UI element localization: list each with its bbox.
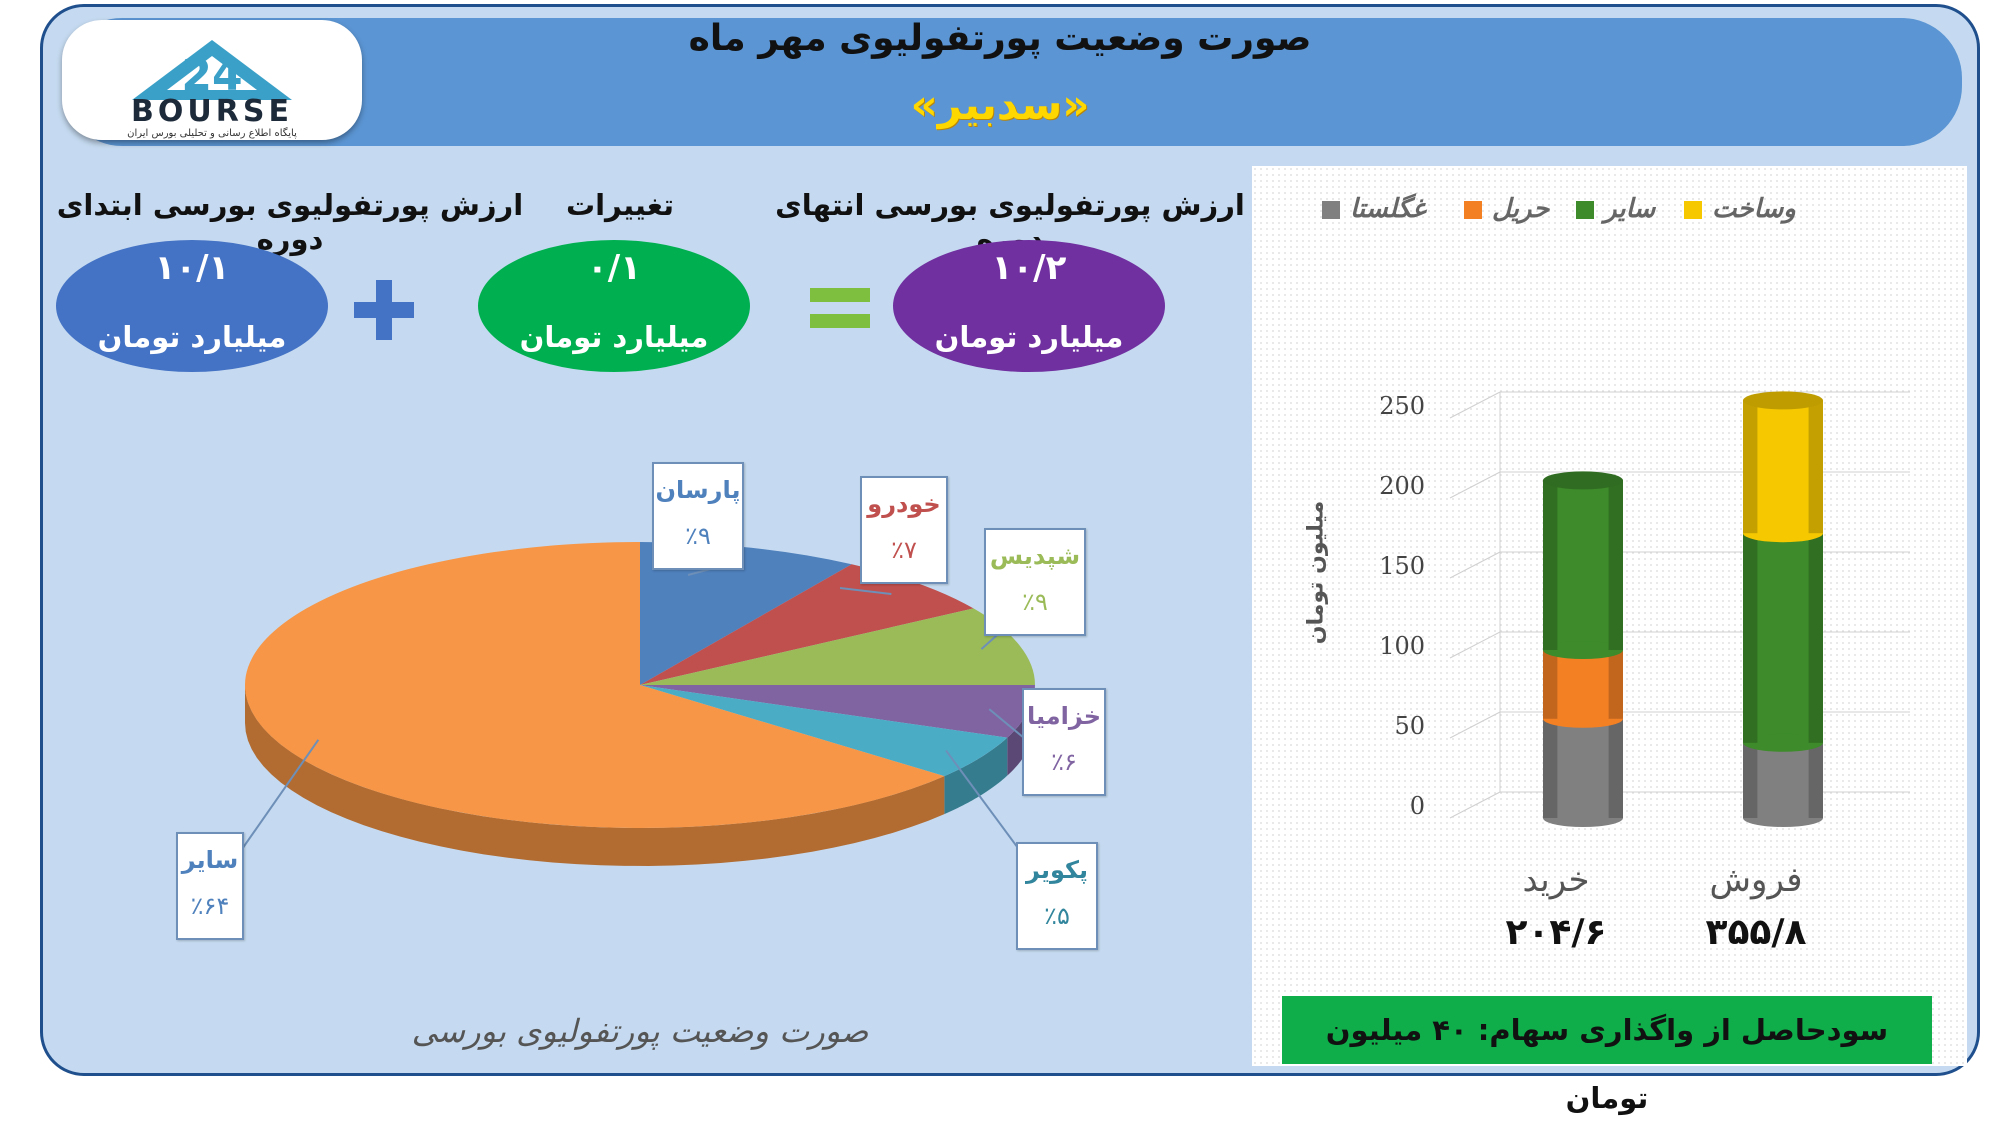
pie-slice-3 xyxy=(640,685,1036,738)
callout-pakvir: پکویر ٪۵ xyxy=(1016,842,1098,950)
end-value-ellipse: ۱۰/۲ میلیارد تومان xyxy=(893,240,1165,372)
end-value: ۱۰/۲ xyxy=(991,248,1067,288)
plus-icon xyxy=(354,280,414,340)
legend-swatch-ghgolesta xyxy=(1322,201,1340,219)
pie-slice-5 xyxy=(244,542,945,829)
legend-swatch-hariel xyxy=(1464,201,1482,219)
slice-value-khodro: ٪۷ xyxy=(891,536,917,564)
bar-segment-1-0 xyxy=(1743,742,1823,827)
bar-segment-1-2 xyxy=(1743,533,1823,752)
grid-diag-150 xyxy=(1449,551,1501,579)
leader-line-4 xyxy=(945,749,1019,849)
change-unit: میلیارد تومان xyxy=(519,320,709,354)
bar-chart xyxy=(1449,391,1910,827)
legend-label-sayer: سایر xyxy=(1604,194,1656,224)
page-title: صورت وضعیت پورتفولیوی مهر ماه xyxy=(688,18,1312,59)
slice-value-sayer: ٪۶۴ xyxy=(190,892,230,920)
slice-label-khazamia: خزامیا xyxy=(1026,702,1102,730)
profit-note: سودحاصل از واگذاری سهام: ۴۰ میلیون تومان xyxy=(1282,996,1932,1115)
logo-mark-icon: 24 xyxy=(132,40,292,101)
y-tick-label: 100 xyxy=(1379,632,1425,660)
pie-slice-0 xyxy=(640,542,852,685)
svg-text:24: 24 xyxy=(181,50,242,101)
callout-khazamia: خزامیا ٪۶ xyxy=(1022,688,1106,796)
y-tick-label: 50 xyxy=(1394,712,1425,740)
category-label-sell: فروش xyxy=(1709,860,1803,900)
bar-segment-1-3 xyxy=(1743,400,1823,543)
legend-label-vesakht: وساخت xyxy=(1712,194,1796,224)
change-label: تغییرات xyxy=(565,188,675,222)
logo-subtext: پایگاه اطلاع رسانی و تحلیلی بورس ایران xyxy=(127,128,297,139)
header-banner xyxy=(62,18,1962,146)
slice-label-parsan: پارسان xyxy=(655,476,741,504)
bar-cap-0 xyxy=(1543,471,1623,490)
callout-shepdis: شپدیس ٪۹ xyxy=(984,528,1086,636)
start-value-label: ارزش پورتفولیوی بورسی ابتدای دوره xyxy=(56,188,524,256)
pie-side-5 xyxy=(245,685,945,866)
total-sell: ۳۵۵/۸ xyxy=(1705,912,1807,953)
category-label-buy: خرید xyxy=(1522,860,1590,900)
bar-segment-0-1 xyxy=(1543,650,1623,728)
pie-chart-title: صورت وضعیت پورتفولیوی بورسی xyxy=(411,1012,869,1050)
y-tick-label: 200 xyxy=(1379,472,1425,500)
grid-diag-250 xyxy=(1449,391,1501,419)
slice-value-parsan: ٪۹ xyxy=(685,522,711,550)
pie-side-3 xyxy=(1007,685,1035,776)
pie-slice-2 xyxy=(640,608,1035,685)
slice-label-shepdis: شپدیس xyxy=(989,542,1081,570)
legend-swatch-sayer xyxy=(1576,201,1594,219)
change-value: ۰/۱ xyxy=(587,248,641,288)
change-ellipse: ۰/۱ میلیارد تومان xyxy=(478,240,750,372)
legend-swatch-vesakht xyxy=(1684,201,1702,219)
pie-slice-4 xyxy=(640,685,1008,777)
leader-line-1 xyxy=(839,587,892,595)
grid-diag-100 xyxy=(1449,631,1501,659)
leader-line-3 xyxy=(988,708,1025,739)
start-value-ellipse: ۱۰/۱ میلیارد تومان xyxy=(56,240,328,372)
y-tick-label: 0 xyxy=(1409,792,1425,820)
slice-label-khodro: خودرو xyxy=(867,490,941,518)
logo: 24 BOURSE پایگاه اطلاع رسانی و تحلیلی بو… xyxy=(62,20,362,140)
bar-cap-1 xyxy=(1743,391,1823,410)
slice-label-sayer: سایر xyxy=(181,846,239,874)
bar-segment-0-0 xyxy=(1543,718,1623,827)
callout-sayer: سایر ٪۶۴ xyxy=(176,832,244,940)
page-subtitle: «سدبیر» xyxy=(910,80,1090,129)
y-tick-label: 150 xyxy=(1379,552,1425,580)
y-axis-label: میلیون تومان xyxy=(1303,500,1329,645)
leader-line-5 xyxy=(239,739,320,853)
grid-diag-50 xyxy=(1449,711,1501,739)
slice-value-shepdis: ٪۹ xyxy=(1022,588,1048,616)
logo-word: BOURSE xyxy=(131,94,293,129)
callout-parsan: پارسان ٪۹ xyxy=(652,462,744,570)
bar-segment-0-2 xyxy=(1543,480,1623,659)
slice-label-pakvir: پکویر xyxy=(1026,856,1088,884)
y-tick-label: 250 xyxy=(1379,392,1425,420)
grid-diag-0 xyxy=(1449,791,1501,819)
end-value-label: ارزش پورتفولیوی بورسی انتهای دوره xyxy=(775,188,1245,256)
slice-value-khazamia: ٪۶ xyxy=(1051,748,1077,776)
legend-label-ghgolesta: غگلستا xyxy=(1350,194,1426,224)
pie-side-4 xyxy=(944,737,1008,815)
total-buy: ۲۰۴/۶ xyxy=(1505,912,1607,953)
start-value: ۱۰/۱ xyxy=(154,248,230,288)
start-unit: میلیارد تومان xyxy=(97,320,287,354)
callout-khodro: خودرو ٪۷ xyxy=(860,476,948,584)
legend-label-hariel: حریل xyxy=(1492,194,1550,224)
equals-icon xyxy=(810,288,870,328)
slice-value-pakvir: ٪۵ xyxy=(1044,902,1070,930)
pie-chart xyxy=(239,542,1036,866)
end-unit: میلیارد تومان xyxy=(934,320,1124,354)
grid-diag-200 xyxy=(1449,471,1501,499)
